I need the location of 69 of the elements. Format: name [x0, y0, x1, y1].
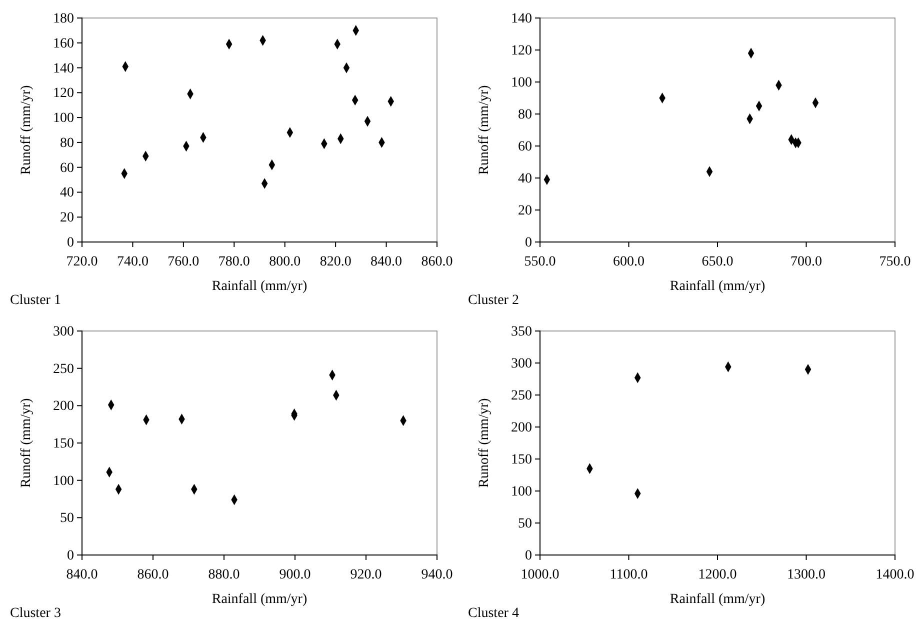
y-axis-title: Runoff (mm/yr)	[19, 398, 34, 488]
y-tick-label: 250	[53, 362, 74, 377]
x-tick-label: 600.0	[613, 254, 644, 270]
x-tick-label: 720.0	[66, 254, 98, 270]
y-tick-label: 0	[525, 548, 532, 564]
x-tick-label: 820.0	[320, 254, 352, 270]
x-tick-label: 840.0	[66, 567, 98, 582]
y-tick-label: 300	[511, 356, 532, 372]
x-axis-title: Rainfall (mm/yr)	[212, 592, 308, 607]
text: Cluster 1	[10, 293, 61, 308]
y-tick-label: 250	[511, 388, 532, 404]
y-tick-label: 100	[511, 484, 532, 500]
x-tick-label: 1400.0	[876, 567, 914, 582]
x-tick-label: 700.0	[790, 254, 822, 270]
y-tick-label: 50	[60, 511, 74, 526]
y-tick-label: 40	[518, 171, 532, 186]
x-tick-label: 880.0	[208, 567, 240, 582]
y-tick-label: 60	[60, 160, 74, 176]
x-tick-label: 860.0	[421, 254, 453, 270]
x-axis-title: Rainfall (mm/yr)	[670, 592, 766, 607]
x-tick-label: 920.0	[350, 567, 382, 582]
y-tick-label: 140	[53, 61, 74, 76]
y-tick-label: 100	[53, 474, 74, 489]
y-tick-label: 100	[511, 75, 532, 90]
y-tick-label: 0	[67, 548, 74, 564]
x-axis-title: Rainfall (mm/yr)	[212, 279, 308, 294]
x-tick-label: 1000.0	[520, 567, 560, 582]
y-axis-title: Runoff (mm/yr)	[477, 84, 492, 175]
text: Cluster 3	[10, 606, 61, 619]
x-tick-label: 840.0	[370, 254, 402, 270]
x-tick-label: 760.0	[168, 254, 200, 270]
y-tick-label: 50	[518, 516, 532, 532]
y-tick-label: 40	[60, 186, 74, 201]
x-tick-label: 1200.0	[698, 567, 737, 582]
y-tick-label: 120	[53, 86, 74, 102]
x-tick-label: 740.0	[116, 254, 148, 270]
y-tick-label: 150	[511, 452, 532, 468]
y-axis-title: Runoff (mm/yr)	[477, 398, 492, 488]
x-tick-label: 1100.0	[610, 567, 648, 582]
y-tick-label: 350	[511, 324, 532, 340]
y-tick-label: 140	[511, 11, 532, 26]
y-tick-label: 60	[518, 139, 532, 154]
y-tick-label: 20	[518, 203, 532, 218]
y-tick-label: 160	[53, 36, 74, 52]
y-tick-label: 150	[53, 436, 74, 452]
x-tick-label: 780.0	[218, 254, 250, 270]
x-tick-label: 860.0	[137, 567, 169, 582]
y-tick-label: 180	[53, 11, 74, 26]
y-tick-label: 80	[518, 107, 532, 122]
x-tick-label: 900.0	[279, 567, 311, 582]
y-axis-title: Runoff (mm/yr)	[19, 84, 34, 175]
y-tick-label: 80	[60, 136, 74, 151]
x-axis-title: Rainfall (mm/yr)	[670, 279, 766, 294]
x-tick-label: 940.0	[421, 567, 453, 582]
x-tick-label: 550.0	[524, 254, 556, 270]
x-tick-label: 1300.0	[787, 567, 826, 582]
y-tick-label: 200	[511, 420, 532, 436]
x-tick-label: 750.0	[879, 254, 911, 270]
y-tick-label: 300	[53, 324, 74, 340]
y-tick-label: 120	[511, 43, 532, 58]
text: Cluster 4	[468, 606, 519, 619]
text: Cluster 2	[468, 293, 519, 308]
y-tick-label: 200	[53, 399, 74, 414]
y-tick-label: 0	[525, 235, 532, 250]
x-tick-label: 800.0	[269, 254, 301, 270]
x-tick-label: 650.0	[702, 254, 734, 270]
y-tick-label: 20	[60, 210, 74, 226]
y-tick-label: 100	[53, 111, 74, 126]
y-tick-label: 0	[67, 235, 74, 250]
